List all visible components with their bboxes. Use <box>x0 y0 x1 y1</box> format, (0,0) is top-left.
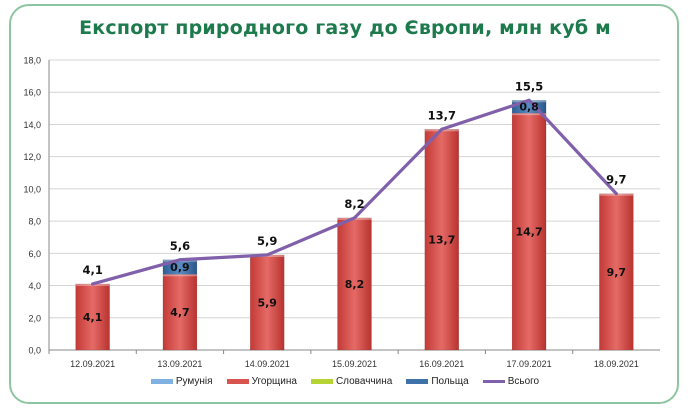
y-tick-label: 8,0 <box>28 217 41 227</box>
y-tick-label: 6,0 <box>28 249 41 259</box>
legend-label: Польща <box>431 376 469 387</box>
bar-data-label: 0,9 <box>170 261 190 274</box>
bar-data-label: 4,7 <box>170 306 190 319</box>
legend-label: Угорщина <box>251 376 297 387</box>
total-point <box>353 216 356 220</box>
total-data-label: 8,2 <box>344 197 364 211</box>
y-tick-label: 10,0 <box>23 184 41 194</box>
y-tick-label: 16,0 <box>23 88 41 98</box>
bar-highlight <box>162 274 197 277</box>
x-tick-label: 13.09.2021 <box>157 359 202 369</box>
legend-item: Польща <box>406 376 469 387</box>
legend-label: Всього <box>507 376 540 387</box>
legend-swatch <box>482 380 505 383</box>
total-data-label: 4,1 <box>82 263 102 277</box>
legend-swatch <box>406 379 429 384</box>
y-tick-label: 14,0 <box>23 120 41 130</box>
bar-data-label: 8,2 <box>345 278 365 291</box>
bar-segment <box>337 217 372 351</box>
bar-segment <box>599 193 634 351</box>
bar-data-label: 9,7 <box>607 266 627 279</box>
legend-label: Словаччина <box>335 376 393 387</box>
x-tick-label: 18.09.2021 <box>594 359 639 369</box>
total-point <box>91 282 95 286</box>
total-data-label: 5,6 <box>170 239 190 253</box>
bar-data-label: 5,9 <box>257 296 277 309</box>
y-tick-label: 12,0 <box>23 152 41 162</box>
bar-data-label: 14,7 <box>516 226 543 239</box>
bar-data-label: 13,7 <box>428 234 455 247</box>
x-tick-label: 17.09.2021 <box>507 359 552 369</box>
bar-segment <box>511 112 547 351</box>
legend-item: Всього <box>482 376 540 387</box>
y-tick-label: 4,0 <box>28 281 41 291</box>
x-tick-label: 16.09.2021 <box>419 359 464 369</box>
total-point <box>178 258 182 262</box>
legend-item: Румунія <box>150 376 213 387</box>
legend-swatch <box>226 379 249 384</box>
chart-legend: Румунія Угорщина Словаччина Польща Всього <box>0 376 690 387</box>
bar-highlight <box>512 113 547 116</box>
y-tick-label: 2,0 <box>28 313 41 323</box>
total-point <box>440 127 444 131</box>
x-tick-label: 14.09.2021 <box>245 359 290 369</box>
bar-segment <box>249 254 285 351</box>
y-tick-label: 18,0 <box>23 56 41 66</box>
legend-swatch <box>150 379 173 384</box>
total-point <box>527 98 531 102</box>
chart-title: Експорт природного газу до Європи, млн к… <box>79 17 611 39</box>
total-data-label: 5,9 <box>257 234 277 248</box>
bar-data-label: 0,8 <box>519 101 539 114</box>
total-point <box>614 192 618 196</box>
total-data-label: 13,7 <box>428 108 456 122</box>
legend-item: Словаччина <box>310 376 393 387</box>
legend-swatch <box>310 379 333 384</box>
legend-label: Румунія <box>175 376 213 387</box>
x-tick-label: 12.09.2021 <box>70 359 115 369</box>
y-tick-label: 0,0 <box>28 346 41 356</box>
x-tick-label: 15.09.2021 <box>332 359 377 369</box>
legend-item: Угорщина <box>226 376 297 387</box>
total-data-label: 15,5 <box>515 79 543 93</box>
total-point <box>265 253 269 257</box>
total-data-label: 9,7 <box>606 173 626 187</box>
bar-data-label: 4,1 <box>83 311 103 324</box>
